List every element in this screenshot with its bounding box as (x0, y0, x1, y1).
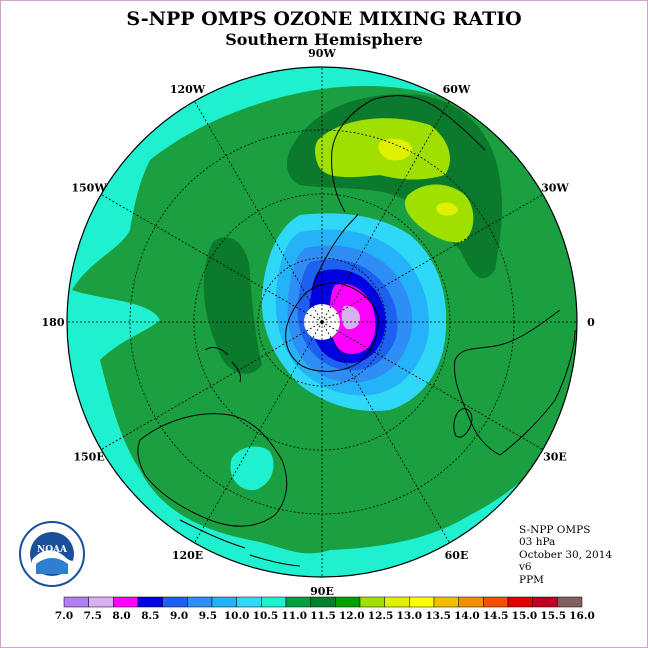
colorbar-tick-18: 16.0 (569, 610, 595, 622)
colorbar-tick-4: 9.0 (170, 610, 188, 622)
meridian-2 (321, 194, 544, 323)
longitude-label-8: 150E (73, 451, 104, 464)
band-12-5-b (404, 184, 474, 243)
band-7-5 (341, 305, 360, 330)
level-label: 03 hPa (519, 536, 556, 549)
colorbar-swatch-5 (187, 596, 213, 608)
colorbar-swatch-7 (236, 596, 262, 608)
colorbar-tick-7: 10.5 (253, 610, 279, 622)
longitude-label-0: 90W (308, 47, 336, 60)
band-12-sector (203, 237, 262, 374)
longitude-label-3: 0 (587, 316, 595, 329)
band-13-b (436, 202, 458, 216)
date-label: October 30, 2014 (519, 548, 613, 561)
version-label: v6 (519, 561, 532, 574)
units-label: PPM (519, 573, 544, 586)
colorbar-swatch-17 (483, 596, 509, 608)
new-zealand (204, 347, 241, 383)
colorbar-tick-1: 7.5 (84, 610, 102, 622)
longitude-label-4: 30E (543, 451, 567, 464)
australia-coast (137, 413, 288, 527)
longitude-label-10: 150W (71, 182, 107, 195)
map-title: S-NPP OMPS OZONE MIXING RATIO (126, 8, 522, 30)
colorbar: 7.0 7.5 8.0 8.5 9.0 9.5 10.0 10.5 11.0 11.5 12.0 12… (55, 596, 595, 622)
longitude-label-5: 60E (445, 549, 469, 562)
coastlines (137, 95, 576, 567)
longitude-label-2: 30W (541, 182, 569, 195)
colorbar-tick-9: 11.5 (310, 610, 336, 622)
colorbar-swatch-11 (335, 596, 361, 608)
longitude-label-11: 120W (170, 83, 206, 96)
colorbar-swatch-16 (458, 596, 484, 608)
band-13 (378, 138, 412, 161)
longitude-label-6: 90E (310, 585, 334, 598)
colorbar-tick-13: 13.5 (425, 610, 451, 622)
colorbar-swatch-4 (162, 596, 188, 608)
band-11-0-island (230, 446, 274, 491)
colorbar-swatch-15 (433, 596, 459, 608)
colorbar-tick-12: 13.0 (397, 610, 423, 622)
meridian-1 (321, 100, 450, 323)
colorbar-swatch-14 (409, 596, 435, 608)
colorbar-tick-11: 12.5 (368, 610, 394, 622)
colorbar-tick-14: 14.0 (454, 610, 480, 622)
colorbar-tick-15: 14.5 (483, 610, 509, 622)
meridian-8 (100, 321, 323, 450)
meridian-7 (194, 321, 323, 544)
colorbar-tick-6: 10.0 (224, 610, 250, 622)
map-border (66, 66, 578, 578)
info-panel: S-NPP OMPS 03 hPa October 30, 2014 v6 PP… (519, 524, 612, 586)
longitude-labels: 90W 60W 30W 0 30E 60E 90E 120E 150E 180 150W 120W (42, 47, 596, 598)
colorbar-swatch-9 (285, 596, 311, 608)
colorbar-swatch-19 (532, 596, 558, 608)
madagascar (453, 408, 473, 438)
colorbar-tick-16: 15.0 (512, 610, 538, 622)
colorbar-tick-5: 9.5 (199, 610, 217, 622)
meridian-5 (321, 321, 450, 544)
meridian-4 (321, 321, 544, 450)
colorbar-tick-3: 8.5 (141, 610, 159, 622)
meridian-10 (100, 194, 323, 323)
antarctic-peninsula (311, 213, 359, 291)
colorbar-swatch-10 (310, 596, 336, 608)
longitude-label-1: 60W (443, 83, 471, 96)
noaa-logo: NOAA (18, 520, 86, 588)
graticule (67, 67, 577, 577)
noaa-logo-text: NOAA (37, 545, 68, 555)
meridians (67, 67, 577, 577)
longitude-label-7: 120E (172, 549, 203, 562)
map-subtitle: Southern Hemisphere (225, 30, 423, 49)
colorbar-swatch-20 (557, 596, 583, 608)
antarctica-coast (285, 282, 379, 372)
colorbar-swatch-6 (211, 596, 237, 608)
colorbar-swatch-18 (507, 596, 533, 608)
colorbar-tick-0: 7.0 (55, 610, 73, 622)
colorbar-tick-17: 15.5 (540, 610, 566, 622)
pole-marker: + (319, 318, 326, 327)
colorbar-swatch-0 (63, 596, 89, 608)
colorbar-swatch-12 (359, 596, 385, 608)
colorbar-tick-2: 8.0 (112, 610, 130, 622)
colorbar-swatch-13 (384, 596, 410, 608)
longitude-label-9: 180 (42, 316, 65, 329)
colorbar-tick-8: 11.0 (281, 610, 307, 622)
colorbar-swatch-8 (261, 596, 287, 608)
africa-coast (453, 309, 576, 456)
meridian-11 (194, 100, 323, 323)
colorbar-swatch-2 (113, 596, 139, 608)
indonesia (179, 519, 301, 567)
colorbar-swatch-3 (137, 596, 163, 608)
colorbar-swatch-1 (88, 596, 114, 608)
south-america-coast (331, 95, 486, 213)
instrument-label: S-NPP OMPS (519, 524, 591, 536)
colorbar-tick-10: 12.0 (339, 610, 365, 622)
